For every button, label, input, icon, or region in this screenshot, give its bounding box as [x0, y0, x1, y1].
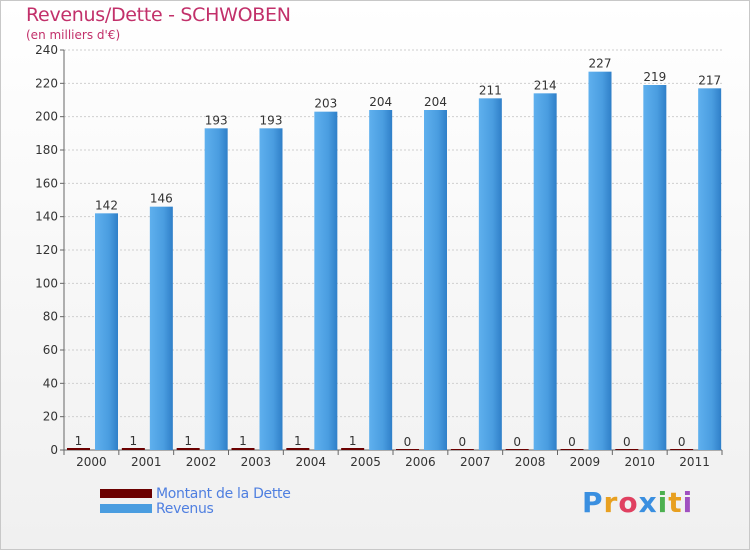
bar-debt — [396, 449, 419, 450]
y-tick-label: 200 — [35, 110, 58, 124]
chart-subtitle: (en milliers d'€) — [26, 28, 121, 42]
x-tick-label: 2001 — [131, 455, 162, 469]
y-tick-label: 100 — [35, 276, 58, 290]
y-tick-label: 140 — [35, 210, 58, 224]
x-tick-label: 2011 — [679, 455, 710, 469]
x-tick-label: 2009 — [570, 455, 601, 469]
data-label-debt: 0 — [513, 435, 521, 449]
y-tick-label: 20 — [43, 410, 58, 424]
legend: Montant de la Dette Revenus — [100, 485, 291, 517]
proxiti-logo: Proxiti — [582, 486, 693, 519]
bar-debt — [121, 448, 145, 450]
x-tick-label: 2004 — [295, 455, 326, 469]
logo-letter: i — [682, 486, 694, 519]
legend-label-revenus: Revenus — [156, 500, 214, 517]
x-tick-label: 2005 — [350, 455, 381, 469]
bar-debt — [560, 449, 584, 450]
bar-debt — [176, 448, 200, 450]
data-label-revenus: 204 — [424, 95, 447, 109]
data-label-debt: 0 — [623, 435, 631, 449]
x-tick-label: 2000 — [76, 455, 107, 469]
legend-label-dette: Montant de la Dette — [156, 485, 291, 502]
data-label-debt: 1 — [130, 434, 138, 448]
y-tick-label: 180 — [35, 143, 58, 157]
y-tick-label: 220 — [35, 76, 58, 90]
bar-revenus — [204, 128, 228, 451]
bar-debt — [231, 448, 255, 450]
data-label-debt: 0 — [568, 435, 576, 449]
x-tick-label: 2010 — [624, 455, 655, 469]
data-label-debt: 1 — [75, 434, 83, 448]
bar-debt — [341, 448, 365, 450]
data-label-revenus: 142 — [95, 198, 118, 212]
bar-revenus — [149, 206, 173, 450]
bar-debt — [67, 448, 90, 450]
bar-revenus — [588, 71, 612, 451]
bar-revenus — [314, 111, 338, 451]
bar-revenus — [533, 93, 557, 450]
chart-title: Revenus/Dette - SCHWOBEN — [26, 4, 291, 26]
data-label-debt: 1 — [184, 434, 192, 448]
y-tick-label: 0 — [50, 443, 58, 457]
bar-revenus — [478, 98, 502, 450]
y-tick-label: 80 — [43, 310, 58, 324]
x-tick-label: 2006 — [405, 455, 436, 469]
data-label-revenus: 217 — [698, 73, 721, 87]
logo-letter: i — [657, 486, 669, 519]
data-label-revenus: 227 — [589, 57, 612, 71]
bar-debt — [615, 449, 639, 450]
legend-swatch-dette — [100, 489, 152, 498]
logo-letter: P — [582, 486, 604, 519]
data-label-debt: 0 — [678, 435, 686, 449]
data-label-revenus: 146 — [150, 192, 173, 206]
data-label-debt: 0 — [404, 435, 412, 449]
data-label-debt: 0 — [459, 435, 467, 449]
legend-swatch-revenus — [100, 504, 152, 513]
data-label-revenus: 219 — [643, 70, 666, 84]
x-tick-label: 2007 — [460, 455, 491, 469]
bar-revenus — [259, 128, 283, 451]
bar-revenus — [643, 85, 667, 450]
bar-revenus — [369, 110, 393, 450]
data-label-revenus: 193 — [205, 113, 228, 127]
y-tick-label: 160 — [35, 176, 58, 190]
bar-revenus — [698, 88, 722, 450]
data-label-debt: 1 — [239, 434, 247, 448]
bar-revenus — [95, 213, 118, 450]
logo-letter: r — [603, 486, 619, 519]
data-label-debt: 1 — [349, 434, 357, 448]
data-label-revenus: 203 — [314, 97, 337, 111]
data-label-debt: 1 — [294, 434, 302, 448]
data-label-revenus: 193 — [260, 113, 283, 127]
data-label-revenus: 204 — [369, 95, 392, 109]
bar-revenus — [424, 110, 447, 450]
bar-debt — [670, 449, 694, 450]
y-tick-label: 240 — [35, 43, 58, 57]
data-label-revenus: 214 — [534, 78, 557, 92]
legend-item-dette: Montant de la Dette — [100, 485, 291, 502]
legend-item-revenus: Revenus — [100, 500, 291, 517]
logo-letter: t — [668, 486, 683, 519]
data-label-revenus: 211 — [479, 83, 502, 97]
bar-debt — [286, 448, 310, 450]
bar-debt — [505, 449, 529, 450]
y-tick-label: 40 — [43, 376, 58, 390]
x-tick-label: 2008 — [515, 455, 546, 469]
x-tick-label: 2003 — [241, 455, 272, 469]
x-tick-label: 2002 — [186, 455, 217, 469]
y-tick-label: 60 — [43, 343, 58, 357]
bar-debt — [450, 449, 474, 450]
logo-letter: x — [638, 486, 658, 519]
y-tick-label: 120 — [35, 243, 58, 257]
logo-letter: o — [618, 486, 639, 519]
